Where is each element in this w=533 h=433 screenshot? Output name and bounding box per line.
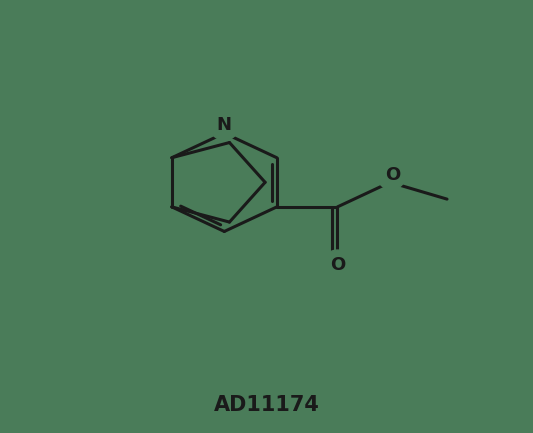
Circle shape: [378, 168, 405, 189]
Circle shape: [324, 250, 351, 271]
Text: O: O: [330, 256, 345, 275]
Text: O: O: [385, 165, 400, 184]
Circle shape: [211, 119, 238, 140]
Text: N: N: [217, 116, 232, 135]
Text: AD11174: AD11174: [214, 394, 319, 414]
